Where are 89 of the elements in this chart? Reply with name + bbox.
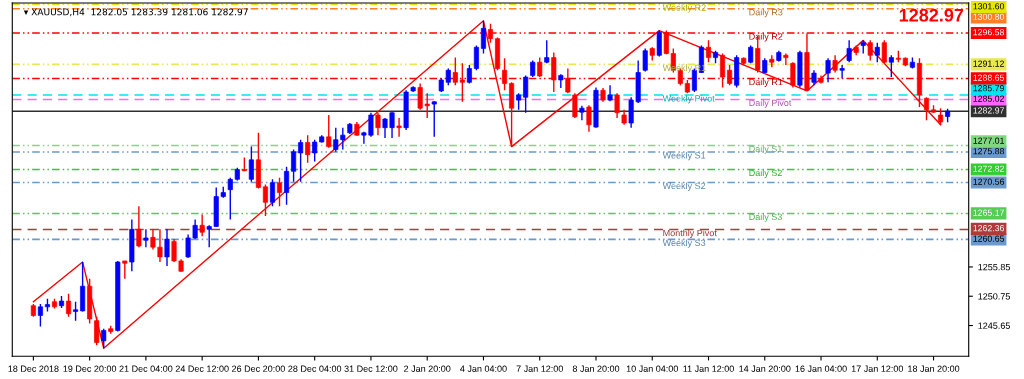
text: 1291.12 bbox=[973, 60, 1004, 67]
candlestick bbox=[375, 112, 381, 136]
ref-line-label: Daily S2 bbox=[749, 169, 782, 178]
x-tick-label: 26 Dec 20:00 bbox=[232, 365, 285, 372]
x-tick-label: 21 Dec 04:00 bbox=[119, 365, 173, 372]
candlestick bbox=[923, 96, 930, 121]
ref-line-label: Daily Pivot bbox=[749, 99, 792, 108]
candlestick bbox=[248, 145, 254, 183]
candlestick bbox=[614, 92, 620, 119]
candlestick bbox=[73, 301, 79, 322]
text: 1282.97 bbox=[973, 107, 1004, 114]
y-tick-label: 1245.65 bbox=[978, 322, 1010, 329]
ref-line-label: Weekly Pivot bbox=[662, 94, 715, 104]
text: 1272.82 bbox=[973, 165, 1004, 172]
text: 1270.56 bbox=[973, 178, 1005, 185]
candlestick bbox=[846, 39, 852, 63]
text: 1265.17 bbox=[973, 209, 1004, 216]
candlestick bbox=[867, 39, 873, 62]
candlestick bbox=[888, 54, 894, 78]
ref-line-label: Weekly S2 bbox=[662, 182, 706, 191]
ref-line-label: Weekly S3 bbox=[662, 239, 706, 248]
x-tick-label: 4 Jan 04:00 bbox=[460, 365, 507, 372]
text: ▾ XAUUSD,H4 1282.05 1283.39 1281.06 1282.97 bbox=[23, 8, 248, 17]
x-tick-label: 28 Dec 04:00 bbox=[288, 365, 342, 372]
candlestick bbox=[396, 117, 402, 138]
candlestick bbox=[101, 327, 107, 349]
y-tick-label: 1255.85 bbox=[978, 263, 1010, 271]
x-tick-label: 24 Dec 12:00 bbox=[175, 365, 229, 372]
candlestick bbox=[199, 213, 205, 237]
text: 1277.01 bbox=[973, 137, 1004, 144]
ref-line-label: Daily R3 bbox=[749, 8, 783, 18]
ref-line-label: Daily S3 bbox=[749, 213, 782, 222]
candlestick bbox=[284, 166, 290, 206]
candlestick bbox=[298, 139, 304, 183]
ref-line-label: Daily S1 bbox=[749, 145, 782, 154]
candlestick bbox=[480, 20, 486, 55]
ref-line-label: Monthly Pivot bbox=[663, 229, 717, 238]
x-tick-label: 18 Dec 2018 bbox=[8, 365, 59, 372]
candlestick bbox=[874, 41, 880, 63]
x-tick-label: 19 Dec 20:00 bbox=[63, 365, 117, 372]
x-tick-label: 18 Jan 20:00 bbox=[908, 365, 960, 372]
text: 1285.79 bbox=[973, 85, 1005, 92]
ref-line-label: Weekly S1 bbox=[662, 151, 706, 161]
candlestick bbox=[473, 44, 479, 71]
candlestick bbox=[783, 52, 789, 66]
text: 1275.88 bbox=[973, 148, 1005, 155]
candlestick bbox=[262, 183, 268, 217]
candlestick bbox=[276, 176, 283, 208]
x-tick-label: 7 Jan 12:00 bbox=[516, 365, 563, 372]
candlestick bbox=[431, 100, 437, 138]
ref-line-label: Daily R1 bbox=[749, 78, 783, 87]
candlestick bbox=[66, 292, 72, 318]
candlestick bbox=[586, 104, 592, 133]
x-tick-label: 14 Jan 20:00 bbox=[739, 365, 791, 372]
candlestick bbox=[291, 148, 297, 183]
x-tick-label: 8 Jan 20:00 bbox=[572, 365, 620, 372]
candlestick bbox=[136, 205, 142, 248]
text: 1262.36 bbox=[973, 225, 1005, 232]
text: 1301.60 bbox=[973, 3, 1005, 10]
x-tick-label: 2 Jan 20:00 bbox=[404, 365, 451, 372]
candlestick bbox=[326, 114, 332, 149]
ref-line-label: Daily R2 bbox=[749, 33, 783, 42]
text: 1288.65 bbox=[973, 74, 1005, 81]
x-tick-label: 16 Jan 04:00 bbox=[795, 365, 847, 372]
text: 1260.65 bbox=[973, 235, 1005, 242]
candlestick bbox=[269, 178, 276, 208]
x-tick-label: 17 Jan 12:00 bbox=[851, 365, 904, 372]
x-tick-label: 11 Jan 12:00 bbox=[683, 365, 734, 372]
x-tick-label: 31 Dec 12:00 bbox=[344, 365, 398, 372]
text: 1285.02 bbox=[973, 95, 1004, 102]
candlestick bbox=[825, 57, 831, 83]
ref-line-label: Weekly R2 bbox=[662, 4, 706, 13]
candlestick bbox=[691, 67, 697, 93]
y-tick-label: 1250.75 bbox=[978, 293, 1010, 300]
candlestick bbox=[705, 39, 712, 63]
candlestick bbox=[523, 74, 529, 114]
text: 1296.58 bbox=[973, 29, 1005, 36]
candlestick bbox=[164, 228, 170, 267]
candlestick bbox=[305, 134, 311, 164]
candlestick bbox=[143, 228, 149, 248]
annotation: 1282.97 bbox=[899, 8, 964, 22]
candlestick bbox=[572, 92, 578, 119]
candlestick bbox=[839, 64, 845, 79]
text: 1300.80 bbox=[973, 13, 1005, 20]
x-tick-label: 10 Jan 04:00 bbox=[626, 365, 678, 372]
candlestick bbox=[881, 39, 887, 65]
candlestick bbox=[122, 260, 128, 280]
candlestick bbox=[656, 29, 662, 58]
candlestick bbox=[37, 303, 43, 328]
